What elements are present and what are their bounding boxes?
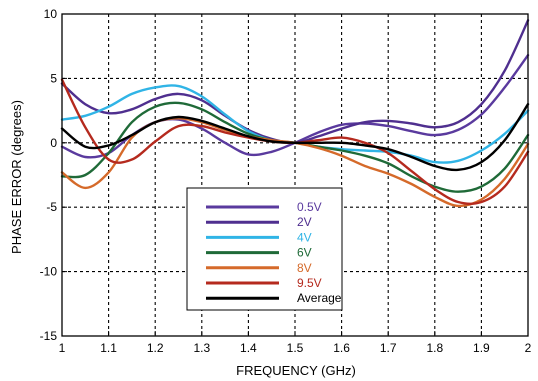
y-tick-label: -5 xyxy=(46,200,57,214)
series-line-average xyxy=(60,103,530,172)
ticks xyxy=(61,13,529,337)
y-tick-label: 0 xyxy=(50,136,57,150)
x-tick-label: 1.9 xyxy=(473,341,490,355)
x-tick-label: 1 xyxy=(59,341,66,355)
x-tick-label: 1.6 xyxy=(333,341,350,355)
x-tick-label: 1.3 xyxy=(193,341,210,355)
x-tick-label: 1.4 xyxy=(240,341,257,355)
legend-label: 6V xyxy=(297,246,312,260)
x-tick-label: 1.7 xyxy=(380,341,397,355)
y-tick-label: 5 xyxy=(50,71,57,85)
legend-label: 9.5V xyxy=(297,276,322,290)
x-tick-labels: 1 1.1 1.2 1.3 1.4 1.5 1.6 1.7 1.8 1.9 2 xyxy=(59,341,532,355)
legend-label: 4V xyxy=(297,230,312,244)
legend-label: 2V xyxy=(297,215,312,229)
x-tick-label: 2 xyxy=(525,341,532,355)
series-lines xyxy=(60,19,530,208)
x-axis-title: FREQUENCY (GHz) xyxy=(236,363,356,378)
y-tick-labels: 10 5 0 -5 -10 -15 xyxy=(40,7,58,343)
y-tick-label: -15 xyxy=(40,329,58,343)
y-tick-label: 10 xyxy=(44,7,58,21)
legend-label: 0.5V xyxy=(297,200,322,214)
y-tick-label: -10 xyxy=(40,265,58,279)
legend-label: Average xyxy=(297,291,342,305)
x-tick-label: 1.8 xyxy=(426,341,443,355)
x-tick-label: 1.5 xyxy=(287,341,304,355)
x-tick-label: 1.1 xyxy=(100,341,117,355)
y-axis-title: PHASE ERROR (degrees) xyxy=(9,100,24,254)
x-tick-label: 1.2 xyxy=(147,341,164,355)
legend-label: 8V xyxy=(297,261,312,275)
